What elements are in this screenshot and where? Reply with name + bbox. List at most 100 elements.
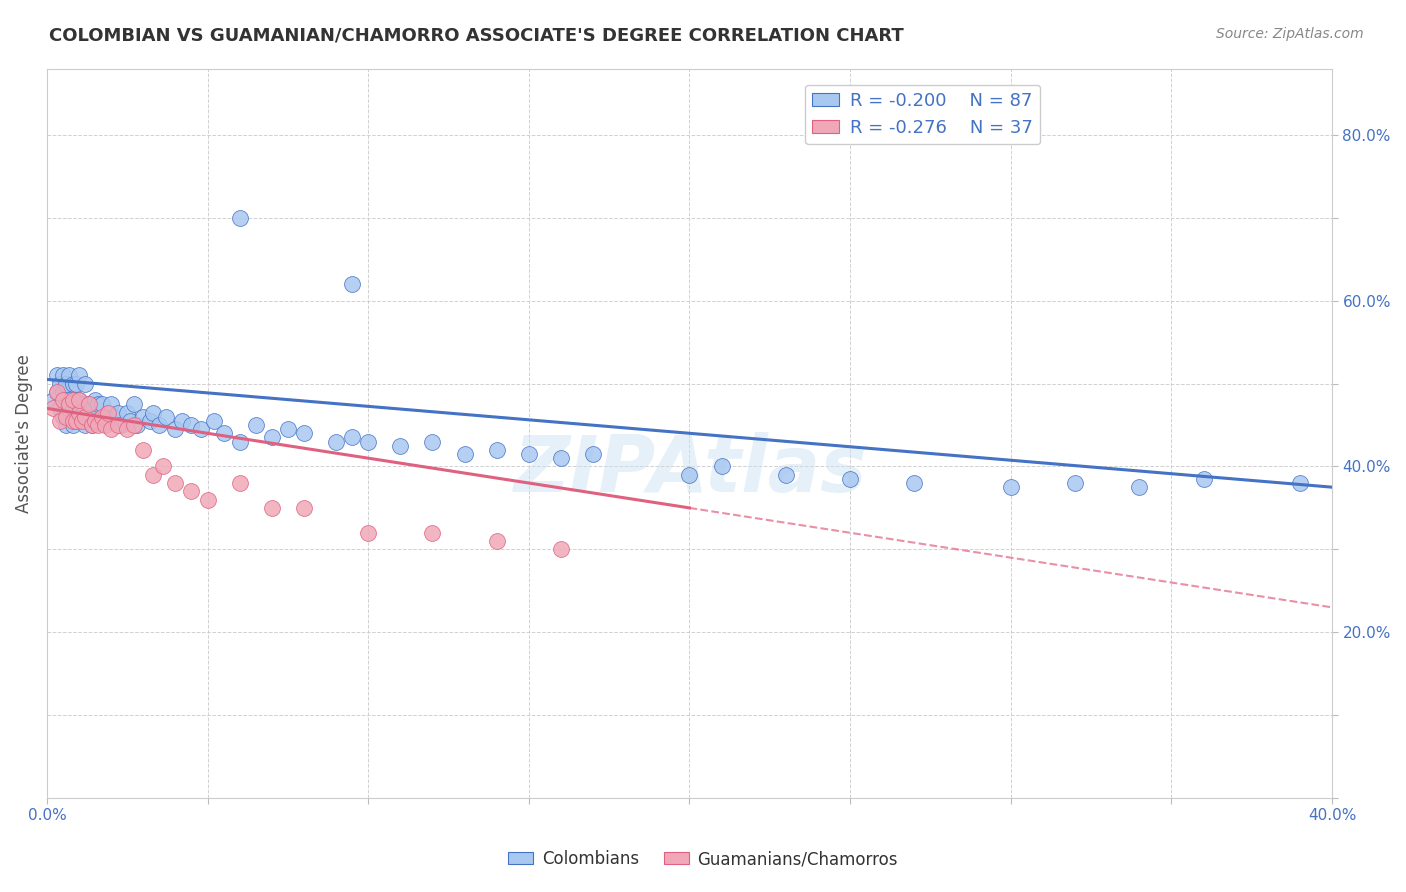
Point (65, 414, 87, 428)
Point (517, 447, 540, 461)
Point (1000, 480, 1022, 494)
Point (75, 417, 97, 432)
Point (142, 467, 165, 482)
Point (115, 422, 138, 436)
Point (62, 414, 84, 428)
Point (152, 459, 174, 474)
Point (1128, 480, 1150, 494)
Point (422, 525, 444, 540)
Point (148, 417, 170, 432)
Text: Source: ZipAtlas.com: Source: ZipAtlas.com (1216, 27, 1364, 41)
Point (1192, 472, 1215, 486)
Point (678, 467, 700, 482)
Point (58, 393, 80, 408)
Point (132, 409, 155, 424)
Point (58, 409, 80, 424)
Text: ZIPAtlas: ZIPAtlas (513, 432, 866, 508)
Point (93, 409, 115, 424)
Point (190, 422, 212, 436)
Point (67, 393, 90, 408)
Point (65, 414, 87, 428)
Point (180, 417, 202, 432)
Point (100, 397, 122, 411)
Point (1289, 476, 1312, 491)
Point (90, 397, 112, 411)
Point (155, 409, 177, 424)
Point (260, 500, 283, 515)
Point (62, 401, 84, 416)
Point (62, 393, 84, 408)
Point (197, 492, 219, 507)
Legend: R = -0.200    N = 87, R = -0.276    N = 37: R = -0.200 N = 87, R = -0.276 N = 37 (806, 85, 1040, 145)
Point (120, 414, 142, 428)
Point (67, 393, 90, 408)
Point (70, 397, 93, 411)
Point (42, 401, 65, 416)
Point (58, 368, 80, 383)
Point (80, 417, 103, 432)
Point (67, 406, 90, 420)
Point (87, 417, 110, 432)
Point (87, 397, 110, 411)
Point (100, 414, 122, 428)
Point (125, 417, 148, 432)
Point (107, 406, 129, 420)
Point (93, 417, 115, 432)
Point (132, 442, 155, 457)
Point (67, 368, 90, 383)
Point (75, 401, 97, 416)
Point (228, 476, 250, 491)
Point (45, 384, 67, 399)
Point (107, 417, 129, 432)
Point (710, 459, 733, 474)
Point (340, 430, 363, 444)
Point (75, 376, 97, 391)
Point (180, 484, 202, 499)
Point (62, 376, 84, 391)
Point (110, 417, 132, 432)
Point (138, 414, 160, 428)
Point (775, 467, 797, 482)
Point (165, 476, 187, 491)
Point (903, 476, 925, 491)
Point (70, 414, 93, 428)
Point (75, 409, 97, 424)
Point (58, 397, 80, 411)
Point (292, 500, 315, 515)
Point (65, 393, 87, 408)
Point (55, 409, 77, 424)
Point (228, 211, 250, 225)
Point (67, 409, 90, 424)
Point (165, 422, 187, 436)
Point (100, 422, 122, 436)
Point (550, 451, 572, 466)
Point (260, 430, 283, 444)
Text: COLOMBIAN VS GUAMANIAN/CHAMORRO ASSOCIATE'S DEGREE CORRELATION CHART: COLOMBIAN VS GUAMANIAN/CHAMORRO ASSOCIAT… (49, 27, 904, 45)
Point (202, 414, 225, 428)
Point (52, 384, 75, 399)
Point (48, 376, 70, 391)
Y-axis label: Associate's Degree: Associate's Degree (15, 354, 32, 513)
Point (389, 439, 412, 453)
Point (77, 414, 100, 428)
Point (582, 447, 605, 461)
Point (122, 397, 145, 411)
Point (97, 406, 120, 420)
Legend: Colombians, Guamanians/Chamorros: Colombians, Guamanians/Chamorros (502, 844, 904, 875)
Point (170, 414, 193, 428)
Point (45, 368, 67, 383)
Point (325, 434, 347, 449)
Point (228, 434, 250, 449)
Point (115, 406, 138, 420)
Point (550, 542, 572, 557)
Point (84, 393, 107, 408)
Point (55, 417, 77, 432)
Point (97, 406, 120, 420)
Point (48, 414, 70, 428)
Point (84, 409, 107, 424)
Point (103, 409, 125, 424)
Point (292, 426, 315, 441)
Point (42, 393, 65, 408)
Point (77, 397, 100, 411)
Point (52, 368, 75, 383)
